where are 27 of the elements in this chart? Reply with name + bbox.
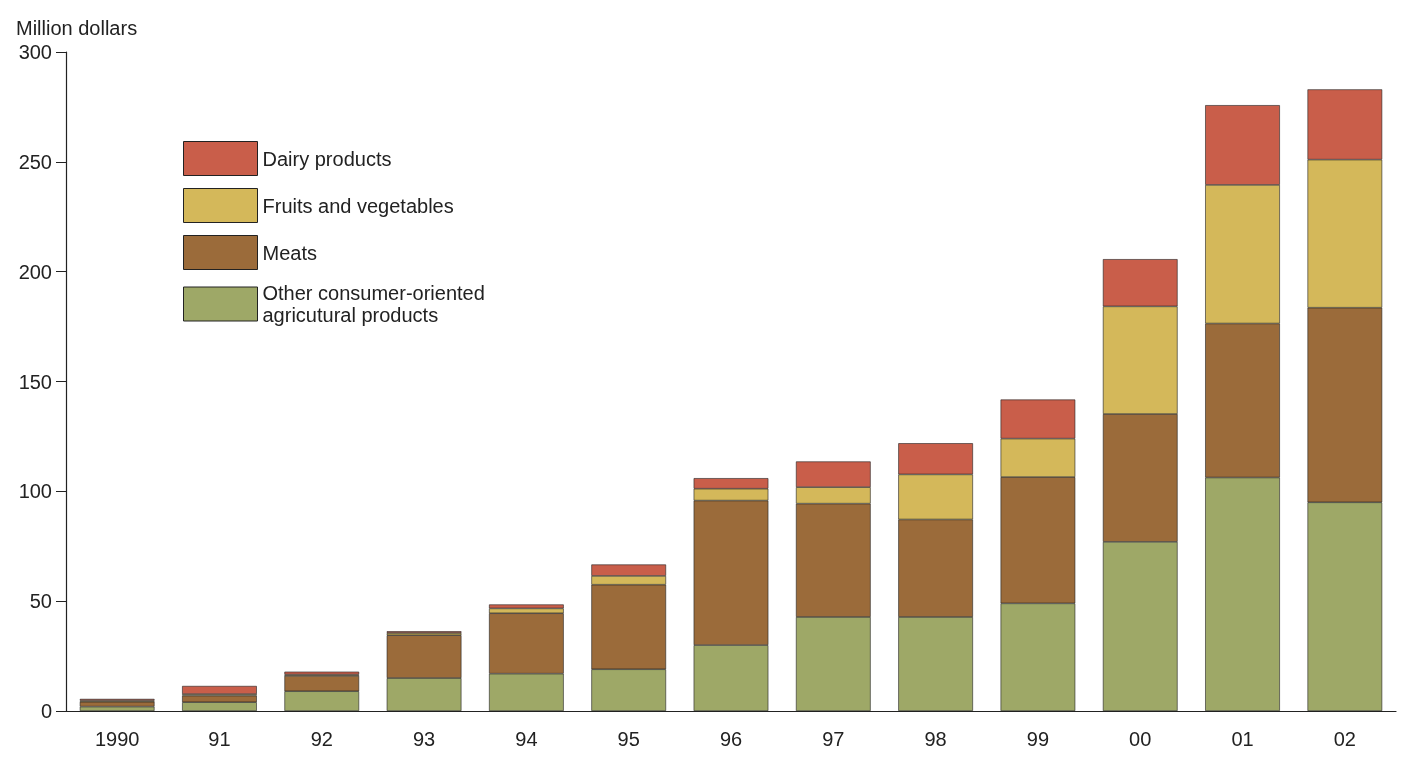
- y-axis-title: Million dollars: [16, 17, 138, 39]
- x-tick-label: 01: [1231, 728, 1254, 750]
- y-tick-label: 50: [29, 590, 52, 613]
- y-tick-label: 250: [18, 150, 52, 173]
- x-tick-label: 1990: [94, 728, 140, 750]
- legend-label: Other consumer-oriented agricutural products: [262, 282, 491, 326]
- legend-label: Dairy products: [262, 147, 392, 170]
- x-tick-label: 97: [822, 728, 845, 750]
- legend-label: Meats: [262, 241, 317, 264]
- bar: [182, 685, 257, 695]
- legend-label: Fruits and vegetables: [262, 194, 454, 217]
- x-tick-label: 98: [924, 728, 947, 750]
- y-tick-label: 0: [40, 700, 52, 722]
- y-tick-label: 300: [18, 41, 52, 63]
- x-tick-label: 99: [1026, 728, 1050, 750]
- x-tick-label: 94: [515, 728, 538, 750]
- y-tick-label: 150: [18, 370, 52, 393]
- x-tick-label: 00: [1129, 728, 1152, 750]
- x-tick-label: 93: [412, 728, 436, 750]
- x-tick-label: 96: [719, 728, 743, 750]
- y-tick-label: 100: [18, 480, 52, 503]
- x-tick-label: 02: [1333, 728, 1356, 750]
- bar: [79, 701, 155, 707]
- x-tick-label: 95: [617, 728, 640, 750]
- x-tick-label: 92: [310, 728, 333, 750]
- x-tick-label: 91: [208, 728, 231, 750]
- y-tick-label: 200: [18, 260, 52, 283]
